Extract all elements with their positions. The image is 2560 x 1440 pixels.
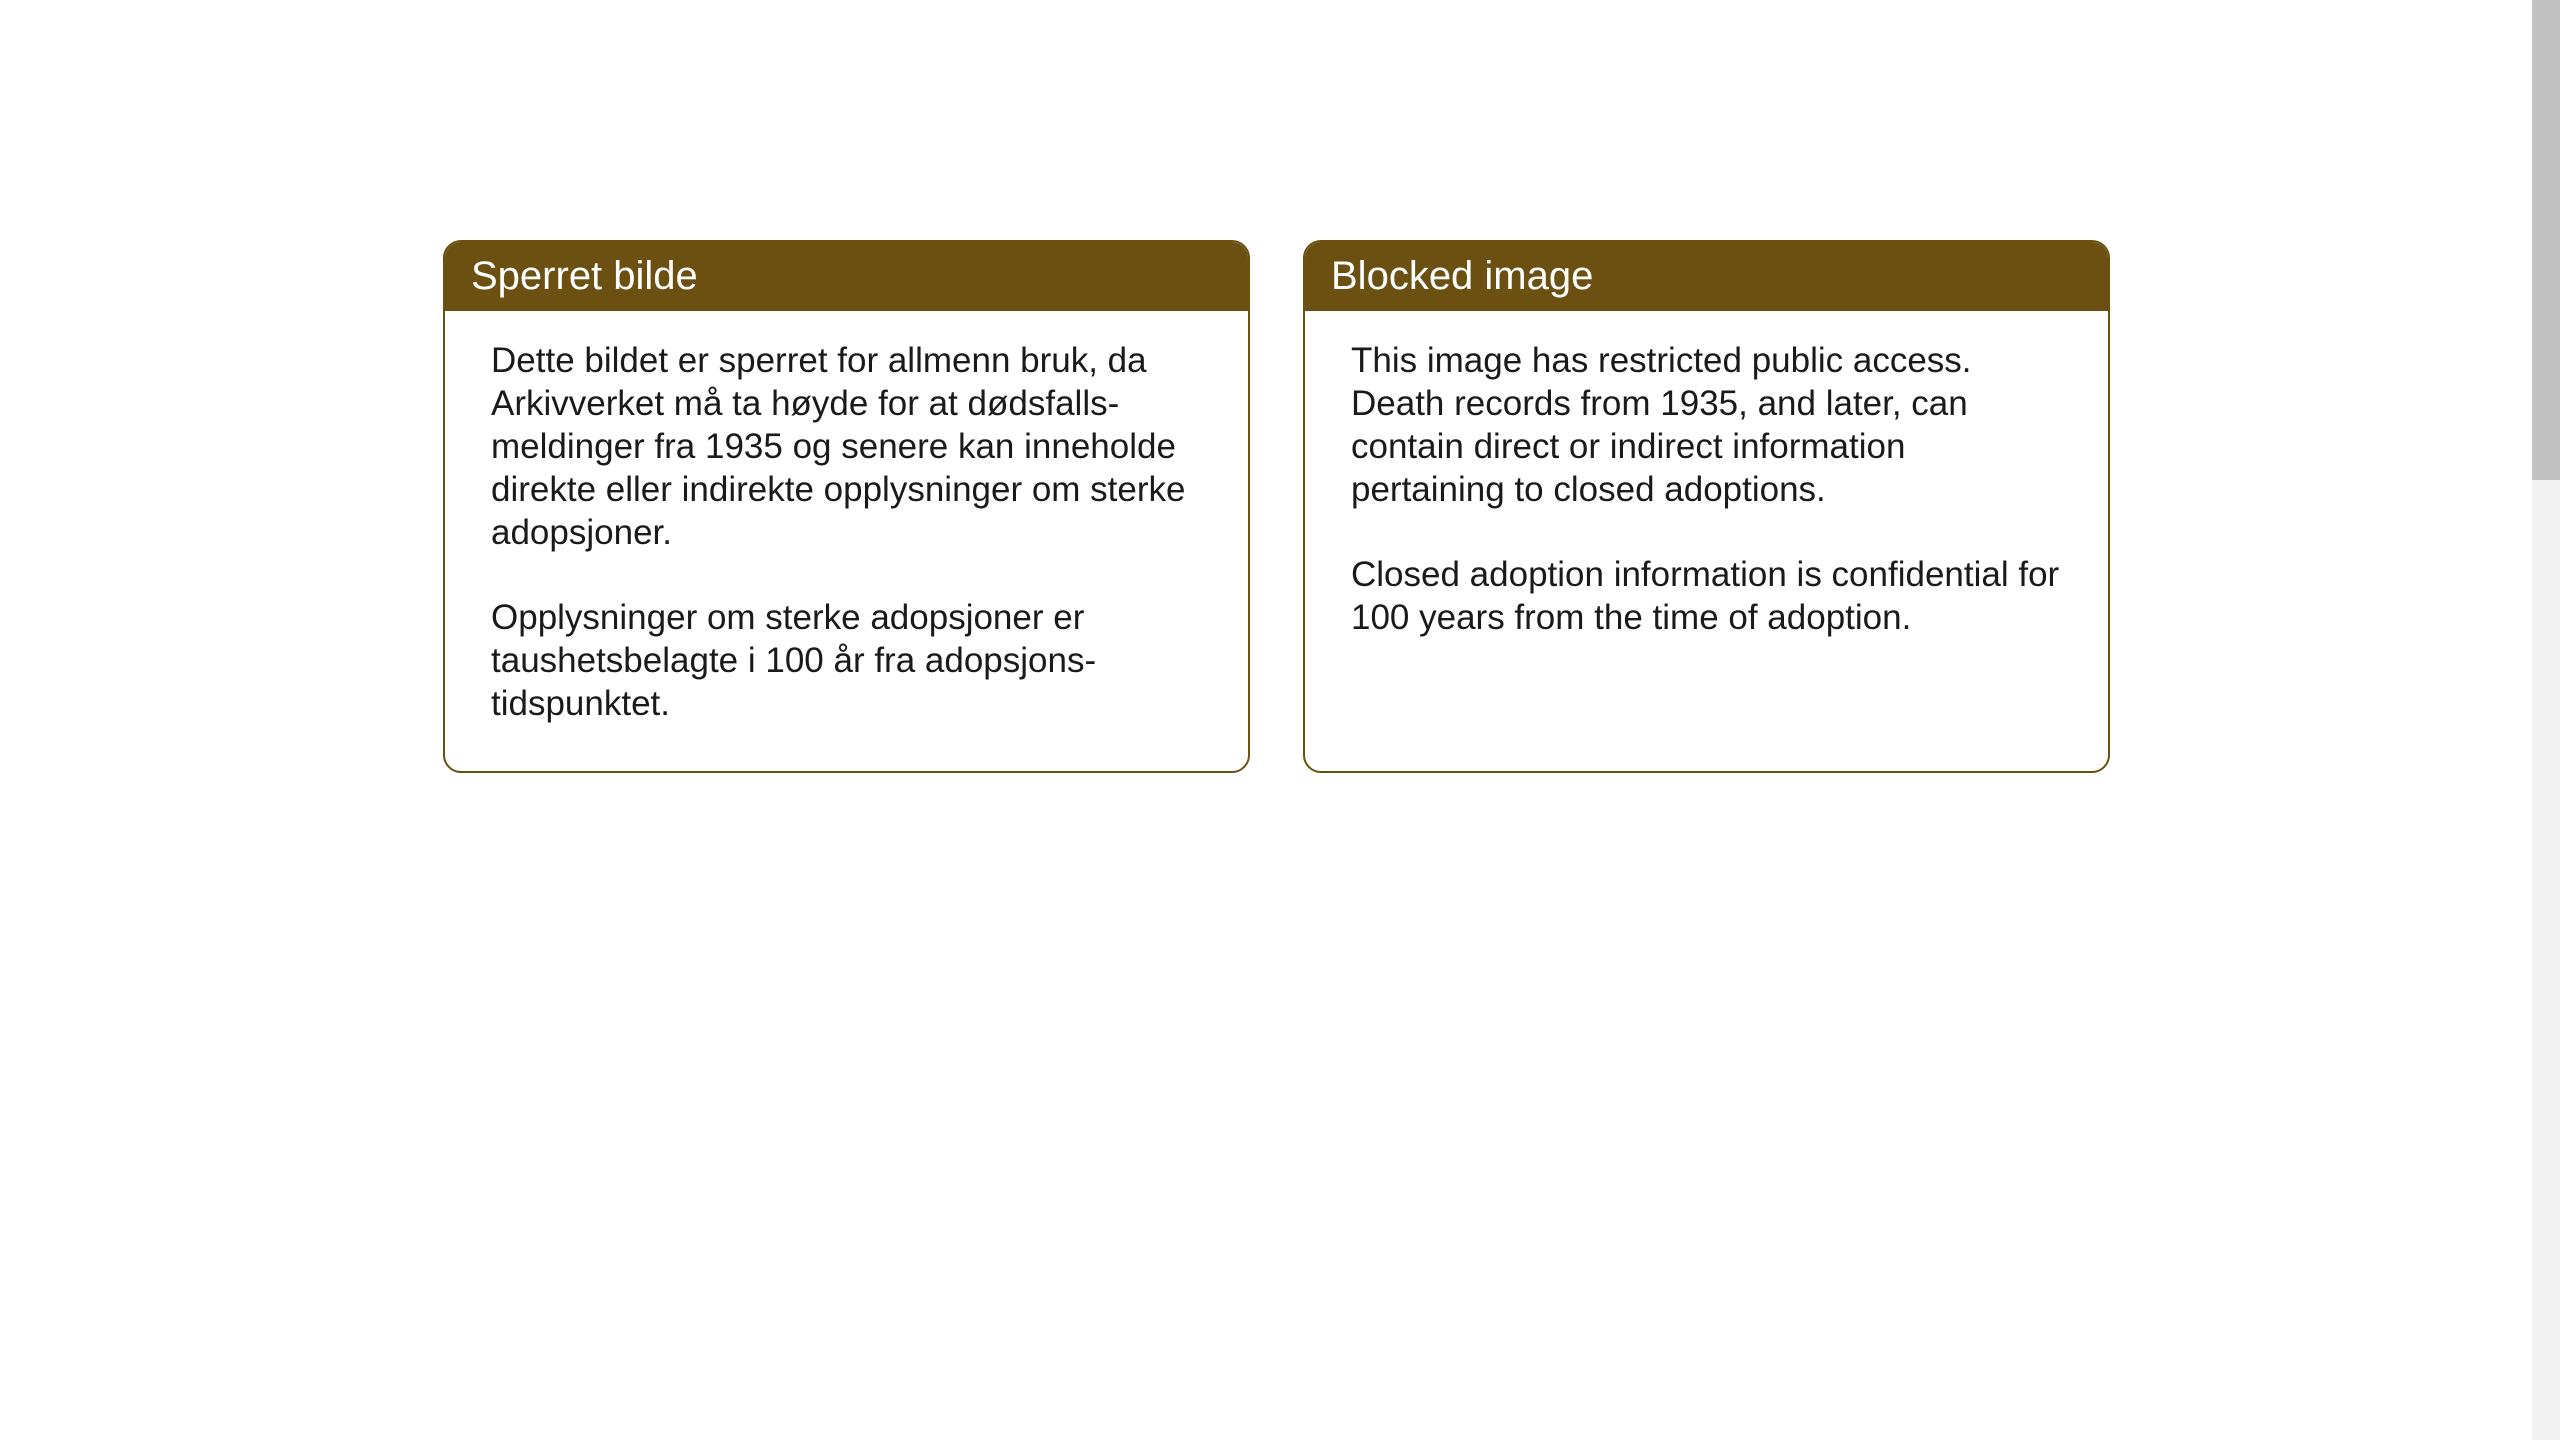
card-english: Blocked image This image has restricted …: [1303, 240, 2110, 773]
card-english-paragraph-1: This image has restricted public access.…: [1351, 339, 2062, 511]
card-norwegian-paragraph-2: Opplysninger om sterke adopsjoner er tau…: [491, 596, 1202, 725]
vertical-scrollbar[interactable]: [2532, 0, 2560, 1440]
card-norwegian-body: Dette bildet er sperret for allmenn bruk…: [445, 311, 1248, 771]
card-norwegian: Sperret bilde Dette bildet er sperret fo…: [443, 240, 1250, 773]
card-english-title: Blocked image: [1331, 254, 1593, 298]
card-norwegian-title: Sperret bilde: [471, 254, 698, 298]
card-english-header: Blocked image: [1305, 242, 2108, 311]
card-norwegian-paragraph-1: Dette bildet er sperret for allmenn bruk…: [491, 339, 1202, 554]
cards-container: Sperret bilde Dette bildet er sperret fo…: [443, 240, 2110, 773]
card-english-body: This image has restricted public access.…: [1305, 311, 2108, 685]
scrollbar-thumb[interactable]: [2532, 0, 2560, 480]
card-norwegian-header: Sperret bilde: [445, 242, 1248, 311]
card-english-paragraph-2: Closed adoption information is confident…: [1351, 553, 2062, 639]
